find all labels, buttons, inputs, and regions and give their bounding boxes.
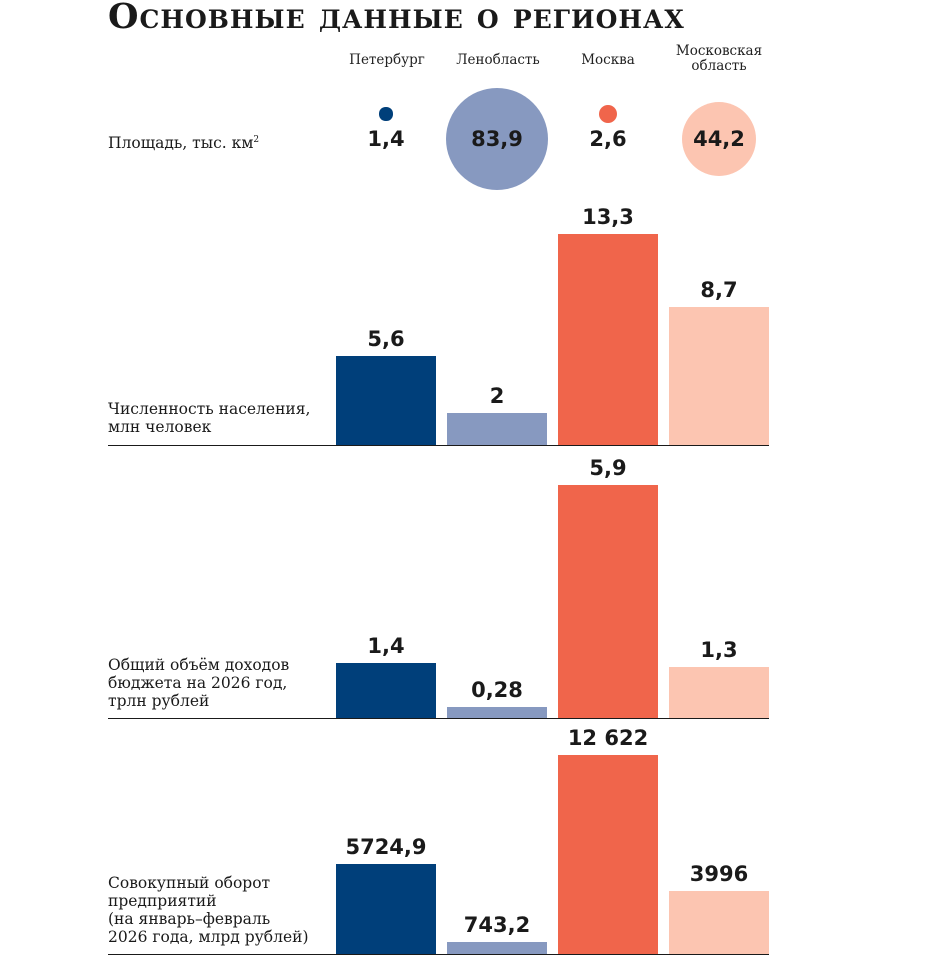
region-header-spb: Петербург bbox=[349, 52, 425, 68]
turnover-bar-mosobl bbox=[669, 890, 769, 954]
turnover-bar-moscow bbox=[558, 755, 658, 954]
region-header-lenobl: Ленобласть bbox=[456, 52, 540, 68]
budget-bar-lenobl bbox=[447, 706, 547, 718]
population-baseline bbox=[108, 445, 769, 446]
budget-baseline bbox=[108, 718, 769, 719]
budget-value-mosobl: 1,3 bbox=[700, 637, 738, 662]
turnover-bar-lenobl bbox=[447, 942, 547, 954]
budget-bar-spb bbox=[336, 662, 436, 718]
turnover-value-mosobl: 3996 bbox=[689, 861, 749, 886]
region-header-moscow: Москва bbox=[581, 52, 635, 68]
turnover-value-spb: 5724,9 bbox=[345, 834, 427, 859]
turnover-value-moscow: 12 622 bbox=[567, 726, 649, 750]
population-row-label: Численность населения, млн человек bbox=[108, 400, 311, 436]
turnover-bar-spb bbox=[336, 863, 436, 954]
area-value-moscow: 2,6 bbox=[589, 127, 627, 151]
turnover-row-label: Совокупный оборот предприятий (на январь… bbox=[108, 874, 309, 946]
area-bubble-mosobl bbox=[681, 101, 756, 176]
budget-value-lenobl: 0,28 bbox=[471, 677, 523, 702]
turnover-baseline bbox=[108, 954, 769, 955]
area-bubble-moscow bbox=[599, 105, 617, 123]
budget-bar-moscow bbox=[558, 485, 658, 718]
region-header-mosobl: Московская область bbox=[675, 43, 763, 74]
population-bar-moscow bbox=[558, 234, 658, 445]
population-bar-mosobl bbox=[669, 306, 769, 445]
area-value-lenobl: 83,9 bbox=[471, 127, 523, 151]
population-value-moscow: 13,3 bbox=[582, 205, 634, 229]
budget-row-label: Общий объём доходов бюджета на 2026 год,… bbox=[108, 656, 290, 710]
population-bar-lenobl bbox=[447, 413, 547, 445]
area-bubble-lenobl bbox=[446, 88, 548, 190]
population-bar-spb bbox=[336, 356, 436, 445]
population-value-spb: 5,6 bbox=[367, 327, 405, 352]
population-value-lenobl: 2 bbox=[489, 384, 505, 409]
turnover-value-lenobl: 743,2 bbox=[463, 913, 531, 938]
area-value-mosobl: 44,2 bbox=[693, 127, 745, 151]
population-value-mosobl: 8,7 bbox=[700, 277, 738, 302]
budget-value-moscow: 5,9 bbox=[589, 456, 627, 480]
chart-title: Основные данные о регионах bbox=[108, 0, 685, 37]
area-row-label: Площадь, тыс. км2 bbox=[108, 134, 260, 153]
budget-bar-mosobl bbox=[669, 666, 769, 718]
budget-value-spb: 1,4 bbox=[367, 633, 405, 658]
area-bubble-spb bbox=[379, 107, 393, 121]
area-value-spb: 1,4 bbox=[367, 127, 405, 151]
